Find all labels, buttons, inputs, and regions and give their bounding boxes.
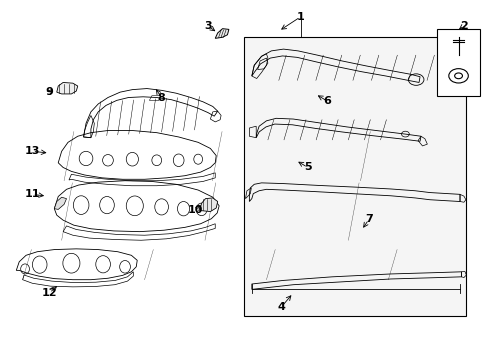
Text: 8: 8 xyxy=(158,93,165,103)
Text: 3: 3 xyxy=(203,21,211,31)
Polygon shape xyxy=(215,29,228,39)
Text: 5: 5 xyxy=(304,162,311,172)
Text: 2: 2 xyxy=(459,21,467,31)
Bar xyxy=(436,30,479,96)
Text: 4: 4 xyxy=(277,302,285,312)
Text: 9: 9 xyxy=(45,87,53,97)
Text: 1: 1 xyxy=(296,12,304,22)
Text: 13: 13 xyxy=(25,146,40,156)
Text: 7: 7 xyxy=(364,215,372,224)
Text: 11: 11 xyxy=(24,189,40,199)
Text: 10: 10 xyxy=(188,206,203,216)
Text: 6: 6 xyxy=(323,96,331,106)
Polygon shape xyxy=(57,82,78,94)
Text: 12: 12 xyxy=(41,288,57,298)
Polygon shape xyxy=(54,197,66,210)
Polygon shape xyxy=(199,198,217,212)
Bar xyxy=(244,37,466,316)
